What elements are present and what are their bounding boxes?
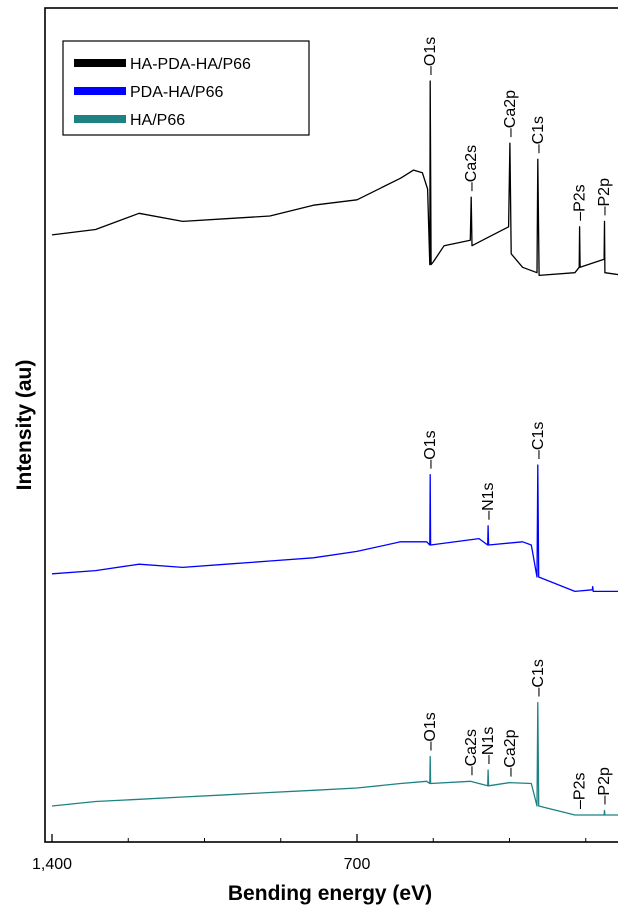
peak-label: –C1s [530, 422, 547, 459]
legend-label: HA/P66 [130, 112, 185, 129]
x-axis-ticks: 1,4007000 [32, 834, 587, 873]
peak-label: –Ca2p [502, 729, 519, 776]
peak-label: –N1s [480, 727, 497, 764]
peak-label: –P2s [572, 184, 589, 220]
peak-label: –O1s [422, 430, 439, 468]
peak-label: –N1s [480, 482, 497, 519]
x-tick-label: 1,400 [32, 856, 72, 873]
legend-swatch [74, 115, 126, 123]
series-line-HA/P66 [51, 701, 618, 816]
legend: HA-PDA-HA/P66 PDA-HA/P66 HA/P66 [62, 40, 310, 136]
peak-annotation-layer: –O1s –Ca2s –Ca2p –C1s –P2s –P2p –O1s –N1s –C1s –O… [422, 37, 613, 809]
legend-swatch [74, 59, 126, 67]
peak-label: –Ca2s [463, 729, 480, 775]
peak-label: –C1s [530, 659, 547, 696]
plot-frame [44, 7, 618, 843]
legend-swatch [74, 87, 126, 95]
peak-label: –O1s [422, 37, 439, 75]
y-axis-title: Intensity (au) [13, 360, 36, 491]
peak-label: –O1s [422, 712, 439, 750]
series-line-HA-PDA-HA/P66 [51, 80, 618, 277]
peak-label: –P2s [572, 773, 589, 809]
x-tick-label: 700 [344, 856, 371, 873]
peak-label: –P2p [596, 767, 613, 804]
peak-label: –P2p [596, 178, 613, 215]
peak-label: –Ca2s [463, 145, 480, 191]
series-line-PDA-HA/P66 [51, 464, 618, 593]
peak-label: –C1s [530, 116, 547, 153]
legend-label: HA-PDA-HA/P66 [130, 56, 251, 73]
peak-label: –Ca2p [502, 90, 519, 137]
series-layer [51, 80, 618, 816]
x-axis-title: Bending energy (eV) [228, 882, 432, 905]
legend-label: PDA-HA/P66 [130, 84, 223, 101]
